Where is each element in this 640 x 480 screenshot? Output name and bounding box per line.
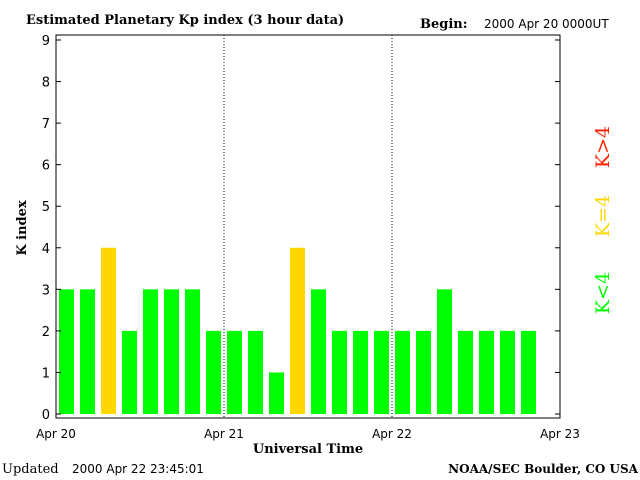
y-axis-ticks: 0 1 2 3 4 5 6 7 8 9 [42,34,560,423]
y-tick-label: 0 [42,408,50,423]
y-tick-label: 3 [42,283,50,298]
kp-bar [521,330,536,414]
kp-bar [80,289,95,414]
begin-label: Begin: [420,17,468,32]
y-tick-label: 9 [42,34,50,49]
kp-bar [311,289,326,414]
kp-bar [479,330,494,414]
kp-bar [332,330,347,414]
kp-bar [416,330,431,414]
plot-frame [55,34,561,419]
kp-bar [206,330,221,414]
legend-k-gt-4: K>4 [592,126,614,168]
kp-bar [269,372,284,414]
x-axis-label: Universal Time [253,442,363,457]
kp-bar [458,330,473,414]
source-credit: NOAA/SEC Boulder, CO USA [448,462,639,476]
kp-bar [248,330,263,414]
bars [59,247,536,414]
day-separators [223,35,393,418]
x-axis-ticks: Apr 20 Apr 21 Apr 22 Apr 23 [36,427,580,441]
y-tick-label: 7 [42,117,50,132]
kp-bar [122,330,137,414]
y-tick-label: 5 [42,200,50,215]
kp-bar [437,289,452,414]
x-tick-label: Apr 21 [204,427,244,441]
kp-bar [59,289,74,414]
x-tick-label: Apr 20 [36,427,76,441]
y-tick-label: 2 [42,325,50,340]
kp-bar [353,330,368,414]
kp-bar [290,247,305,414]
y-axis-label: K index [15,200,30,256]
kp-bar [227,330,242,414]
kp-bar [374,330,389,414]
y-tick-label: 1 [42,366,50,381]
legend-k-lt-4: K<4 [592,272,614,314]
kp-bar [500,330,515,414]
kp-bar [185,289,200,414]
chart-title: Estimated Planetary Kp index (3 hour dat… [26,13,344,28]
x-tick-label: Apr 23 [540,427,580,441]
kp-bar [143,289,158,414]
kp-bar [164,289,179,414]
legend-k-eq-4: K=4 [592,195,614,237]
y-tick-label: 8 [42,76,50,91]
updated-label: Updated [2,462,59,477]
y-tick-label: 4 [42,242,50,257]
kp-bar [395,330,410,414]
x-tick-label: Apr 22 [372,427,412,441]
begin-value: 2000 Apr 20 0000UT [484,17,609,31]
kp-bar [101,247,116,414]
updated-value: 2000 Apr 22 23:45:01 [72,462,204,476]
y-tick-label: 6 [42,159,50,174]
